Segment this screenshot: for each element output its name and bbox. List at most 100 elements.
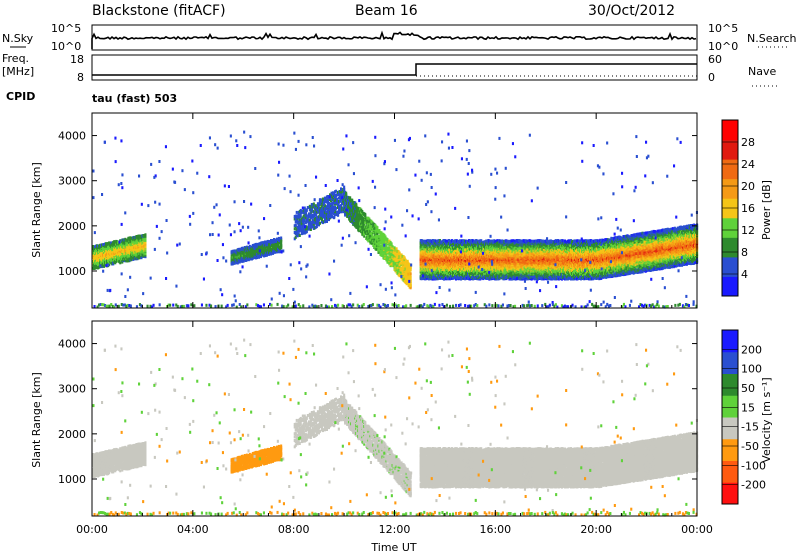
- power-cell: [341, 201, 344, 205]
- power-cell: [340, 197, 343, 201]
- power-cell: [321, 197, 324, 201]
- power-cell: [302, 221, 305, 224]
- power-cell: [343, 185, 346, 189]
- power-cell: [354, 222, 357, 226]
- power-cell: [364, 230, 367, 234]
- power-cell: [293, 227, 296, 231]
- power-cell: [340, 190, 343, 194]
- power-cell: [254, 255, 257, 259]
- power-cell: [388, 257, 391, 261]
- power-cell: [306, 217, 309, 221]
- power-cell: [294, 223, 297, 227]
- power-cell: [352, 201, 355, 205]
- power-cell: [98, 246, 101, 250]
- power-cell: [364, 212, 367, 216]
- power-cell: [309, 212, 312, 216]
- power-cell: [473, 255, 476, 259]
- power-cell: [392, 254, 395, 258]
- power-cell: [473, 268, 476, 272]
- power-cell: [144, 244, 147, 248]
- power-cell: [279, 241, 282, 245]
- power-cell: [260, 253, 263, 257]
- power-cell: [364, 221, 367, 225]
- power-cell: [436, 255, 439, 259]
- power-cell: [409, 275, 412, 279]
- power-cell: [230, 257, 233, 260]
- power-cell: [303, 210, 306, 213]
- power-cell: [376, 231, 379, 235]
- cpid-text: tau (fast) 503: [92, 92, 177, 105]
- power-cell: [121, 249, 124, 253]
- power-cell: [361, 210, 364, 213]
- power-cell: [230, 254, 233, 258]
- power-cell: [133, 254, 136, 258]
- power-cell: [317, 203, 320, 206]
- power-cell: [314, 213, 317, 217]
- power-cell: [335, 189, 338, 193]
- power-cell: [307, 224, 310, 228]
- power-cell: [388, 239, 391, 243]
- power-cell: [424, 266, 427, 270]
- power-cell: [436, 248, 439, 252]
- power-cell: [254, 242, 257, 246]
- power-cell: [345, 191, 348, 195]
- beam-title: Beam 16: [355, 3, 418, 19]
- power-cell: [121, 254, 124, 258]
- power-cell: [424, 239, 427, 243]
- power-cell: [302, 222, 305, 226]
- power-cell: [327, 212, 330, 216]
- power-cell: [334, 196, 337, 200]
- freq-right-label: Nave: [748, 65, 776, 78]
- power-cell: [448, 242, 451, 246]
- power-cell: [352, 222, 355, 226]
- power-cell: [388, 252, 391, 256]
- power-cell: [436, 253, 439, 257]
- power-cell: [325, 220, 328, 223]
- power-cell: [242, 254, 245, 258]
- power-cell: [300, 228, 303, 232]
- freq-left-tick-bottom: 8: [77, 71, 84, 84]
- power-cell: [378, 229, 381, 232]
- power-cell: [397, 260, 400, 264]
- power-cell: [121, 243, 124, 247]
- power-cell: [352, 218, 355, 222]
- power-cell: [279, 249, 282, 253]
- power-cell: [257, 254, 260, 258]
- power-cell: [144, 237, 147, 241]
- power-cell: [448, 256, 451, 260]
- power-cell: [305, 225, 308, 229]
- freq-left-unit: [MHz]: [2, 65, 34, 78]
- power-cell: [336, 210, 339, 214]
- power-cell: [473, 254, 476, 257]
- power-cell: [376, 239, 379, 243]
- power-cell: [109, 241, 112, 245]
- power-cell: [121, 238, 124, 242]
- power-cell: [315, 225, 318, 229]
- power-cell: [304, 211, 307, 215]
- power-cell: [98, 244, 101, 248]
- power-cell: [323, 206, 326, 210]
- power-cell: [473, 250, 476, 254]
- power-cell: [303, 231, 306, 234]
- power-cell: [398, 257, 401, 261]
- sky-right-tick-bottom: 10^0: [708, 40, 738, 53]
- power-cell: [424, 248, 427, 252]
- power-cell: [320, 217, 323, 221]
- power-cell: [356, 219, 359, 223]
- sky-right-tick-top: 10^5: [708, 22, 738, 35]
- power-cell: [266, 239, 269, 243]
- power-cell: [280, 238, 283, 242]
- power-cell: [461, 257, 464, 261]
- power-cell: [144, 252, 147, 256]
- power-cell: [461, 245, 464, 248]
- power-cell: [436, 270, 439, 274]
- power-cell: [266, 251, 269, 254]
- power-cell: [436, 251, 439, 255]
- power-cell: [299, 225, 302, 228]
- power-cell: [242, 250, 245, 254]
- power-cell: [315, 216, 318, 220]
- power-cell: [144, 249, 147, 253]
- power-cell: [473, 240, 476, 244]
- power-cell: [307, 226, 310, 230]
